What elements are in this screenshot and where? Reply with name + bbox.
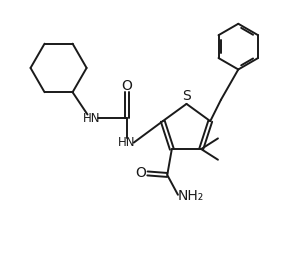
- Text: HN: HN: [118, 136, 136, 149]
- Text: O: O: [122, 79, 132, 93]
- Text: HN: HN: [83, 112, 101, 125]
- Text: NH₂: NH₂: [177, 189, 204, 203]
- Text: S: S: [182, 89, 191, 103]
- Text: O: O: [135, 166, 146, 181]
